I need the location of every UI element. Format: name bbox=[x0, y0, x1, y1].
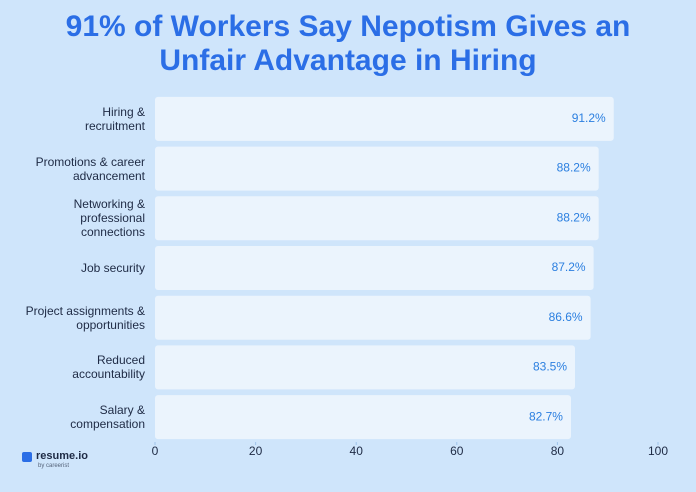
y-tick-label: Networking & professional connections bbox=[73, 197, 145, 240]
bar bbox=[155, 146, 599, 191]
x-tick-label: 40 bbox=[350, 444, 364, 458]
bar bbox=[155, 295, 591, 340]
value-label: 83.5% bbox=[533, 360, 567, 374]
x-tick-label: 20 bbox=[249, 444, 263, 458]
x-tick-label: 60 bbox=[450, 444, 464, 458]
value-label: 91.2% bbox=[572, 111, 606, 125]
value-label: 88.2% bbox=[557, 161, 591, 175]
brand: resume.io bbox=[36, 450, 88, 462]
brand-logo bbox=[22, 452, 32, 462]
x-tick-label: 0 bbox=[152, 444, 159, 458]
brand-sub: by careerist bbox=[38, 463, 70, 469]
y-tick-label: Salary & compensation bbox=[70, 403, 145, 432]
y-tick-label: Promotions & career advancement bbox=[35, 154, 145, 183]
value-label: 87.2% bbox=[552, 260, 586, 274]
value-label: 86.6% bbox=[549, 310, 583, 324]
x-tick-label: 80 bbox=[551, 444, 565, 458]
bar bbox=[155, 345, 576, 390]
bar bbox=[155, 196, 599, 241]
bar bbox=[155, 395, 571, 440]
x-tick-label: 100 bbox=[648, 444, 668, 458]
y-tick-label: Project assignments & opportunities bbox=[25, 303, 145, 332]
value-label: 82.7% bbox=[529, 409, 563, 423]
bar bbox=[155, 96, 614, 141]
y-tick-label: Job security bbox=[80, 261, 145, 275]
chart-title: 91% of Workers Say Nepotism Gives an Unf… bbox=[65, 10, 631, 77]
bar bbox=[155, 246, 594, 290]
y-tick-label: Reduced accountability bbox=[72, 353, 145, 382]
y-tick-label: Hiring & recruitment bbox=[84, 104, 145, 133]
value-label: 88.2% bbox=[557, 210, 591, 224]
